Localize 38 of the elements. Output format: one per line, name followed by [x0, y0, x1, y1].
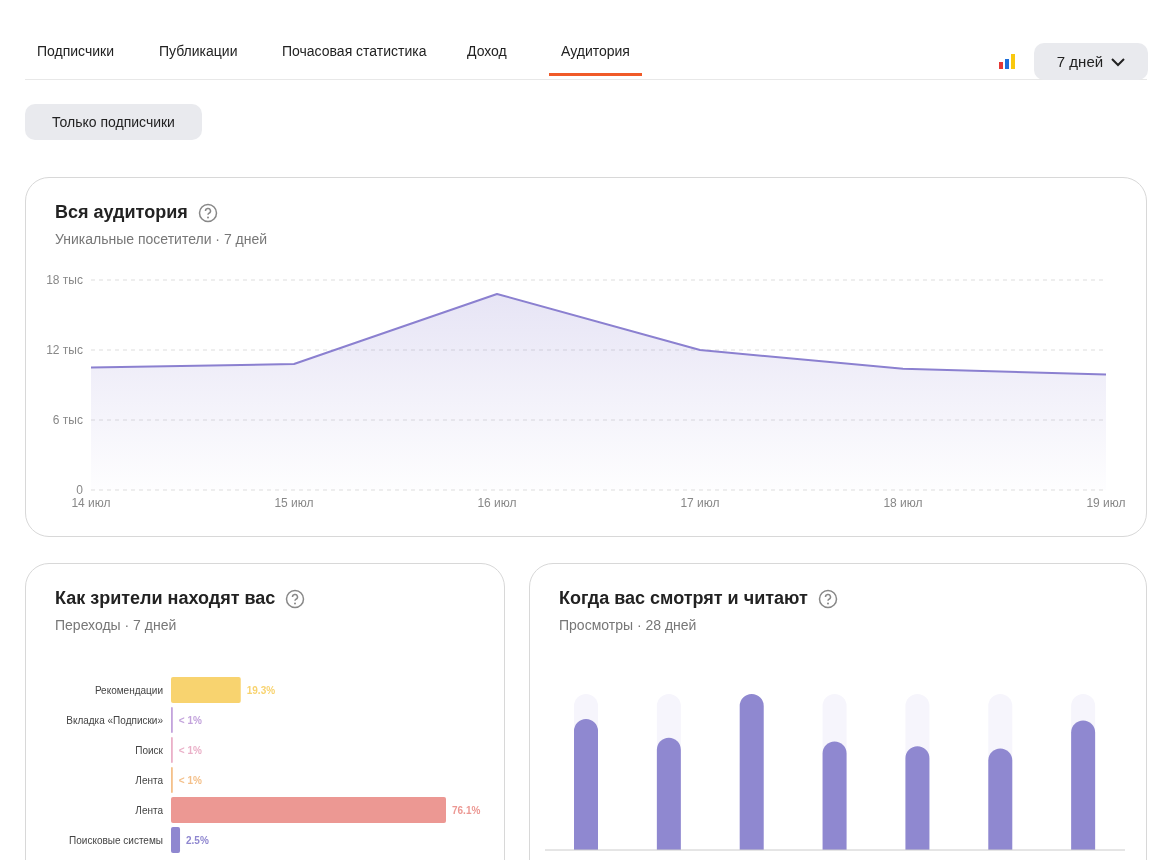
y-tick-label: Поиск	[135, 744, 164, 756]
chart-title: Как зрители находят вас	[55, 588, 276, 609]
bar	[171, 827, 181, 853]
x-tick-label: 16 июл	[477, 495, 517, 510]
x-tick-label: 15 июл	[274, 495, 314, 510]
y-tick-label: Рекомендации	[94, 684, 163, 696]
chart-subtitle: Просмотры · 28 дней	[559, 617, 698, 633]
data-label: < 1%	[178, 745, 202, 756]
chart-title: Когда вас смотрят и читают	[559, 588, 808, 609]
y-tick-label: Вкладка «Подписки»	[66, 714, 164, 726]
text: Аудитория	[549, 43, 642, 76]
y-tick-label: 0	[76, 483, 84, 498]
y-tick-label: 12 тыс	[46, 343, 83, 358]
y-tick-label: Лента	[135, 774, 164, 786]
y-tick-label: Поисковые системы	[69, 834, 163, 846]
data-label: < 1%	[178, 775, 202, 786]
x-tick-label: 18 июл	[883, 495, 923, 510]
y-tick-label: 18 тыс	[46, 273, 83, 288]
text: Доход	[467, 43, 507, 61]
x-tick-label: 19 июл	[1086, 495, 1126, 510]
chart-subtitle: Переходы · 7 дней	[55, 617, 178, 633]
chart-subtitle: Уникальные посетители · 7 дней	[55, 231, 268, 247]
text: 7 дней	[1056, 53, 1104, 70]
x-tick-label: 17 июл	[680, 495, 720, 510]
data-label: 76.1%	[452, 805, 481, 816]
y-tick-label: 6 тыс	[52, 413, 83, 428]
bar	[171, 677, 241, 703]
y-tick-label: Лента	[135, 804, 164, 816]
data-label: 2.5%	[186, 835, 209, 846]
text: Публикации	[159, 43, 238, 61]
data-label: < 1%	[178, 715, 202, 726]
data-label: 19.3%	[246, 685, 276, 696]
text: Почасовая статистика	[282, 43, 427, 61]
text: Только подписчики	[25, 104, 202, 140]
chart-title: Вся аудитория	[55, 202, 188, 223]
text: Подписчики	[37, 43, 115, 61]
bar	[171, 797, 446, 823]
x-tick-label: 14 июл	[71, 495, 111, 510]
